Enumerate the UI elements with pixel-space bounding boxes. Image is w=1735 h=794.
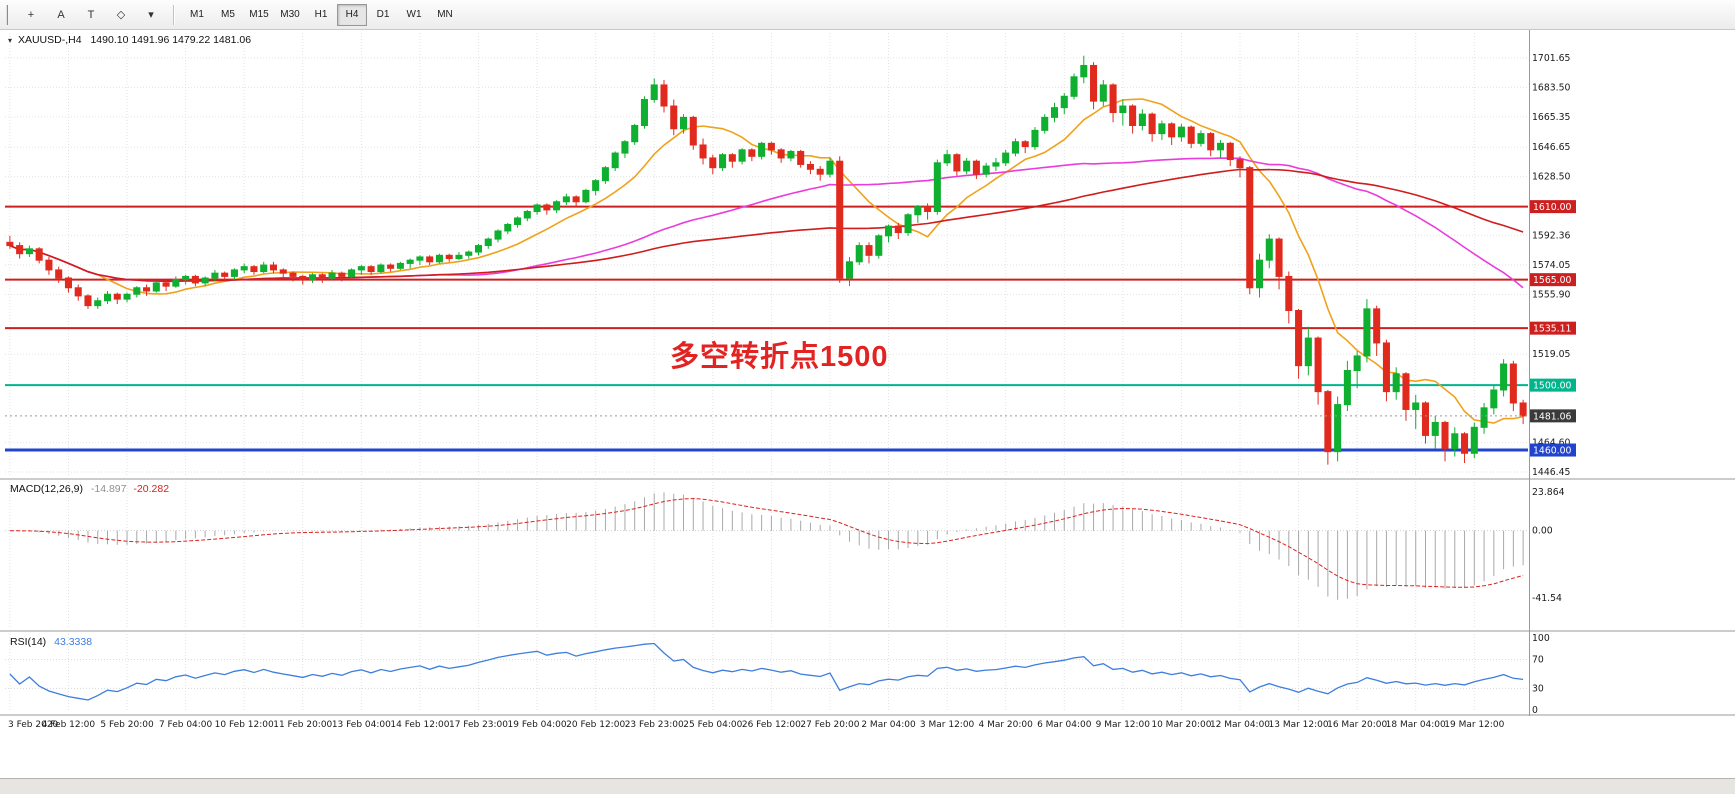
- toolbar-separator: [173, 4, 174, 25]
- svg-text:23.864: 23.864: [1532, 487, 1565, 498]
- macd-name: MACD(12,26,9): [10, 483, 83, 495]
- chart-symbol-label: ▾ XAUUSD-,H4 1490.10 1491.96 1479.22 148…: [8, 34, 251, 46]
- bottom-status-strip: [0, 778, 1735, 794]
- dropdown-triangle-icon[interactable]: ▾: [8, 36, 13, 45]
- svg-text:3 Mar 12:00: 3 Mar 12:00: [920, 720, 975, 730]
- svg-text:1683.50: 1683.50: [1532, 82, 1571, 93]
- svg-text:1701.65: 1701.65: [1532, 53, 1571, 64]
- svg-text:-41.54: -41.54: [1532, 593, 1562, 604]
- svg-text:4 Feb 12:00: 4 Feb 12:00: [42, 720, 96, 730]
- svg-text:23 Feb 23:00: 23 Feb 23:00: [625, 720, 684, 730]
- timeframe-m5-button[interactable]: M5: [221, 8, 235, 20]
- svg-text:1464.60: 1464.60: [1532, 438, 1571, 449]
- rsi-panel: [5, 642, 1528, 701]
- svg-text:1500.00: 1500.00: [1533, 381, 1572, 392]
- ma-fast-line: [9, 98, 1524, 424]
- ma-mid-line: [9, 157, 1524, 289]
- macd-signal-line: [9, 498, 1524, 588]
- svg-text:2 Mar 04:00: 2 Mar 04:00: [861, 720, 916, 730]
- timeframe-d1-button[interactable]: D1: [376, 8, 390, 20]
- candles: [6, 55, 1527, 465]
- ohlc-values: 1490.10 1491.96 1479.22 1481.06: [90, 34, 252, 46]
- svg-text:1628.50: 1628.50: [1532, 172, 1571, 183]
- svg-text:1565.00: 1565.00: [1533, 275, 1572, 286]
- price-badges: 1610.00 1565.00 1535.11 1500.00 1460.00 1481.…: [1530, 200, 1576, 457]
- drawing-tools-group: + A T ◇ ▾: [17, 4, 165, 26]
- svg-text:20 Feb 12:00: 20 Feb 12:00: [566, 720, 625, 730]
- timeframe-mn-button[interactable]: MN: [437, 8, 453, 20]
- svg-text:26 Feb 12:00: 26 Feb 12:00: [742, 720, 801, 730]
- rsi-name: RSI(14): [10, 636, 47, 648]
- svg-text:5 Feb 20:00: 5 Feb 20:00: [100, 720, 154, 730]
- svg-text:25 Feb 04:00: 25 Feb 04:00: [683, 720, 742, 730]
- svg-text:10 Mar 20:00: 10 Mar 20:00: [1151, 720, 1211, 730]
- toolbar-grip[interactable]: [6, 4, 11, 25]
- svg-text:1535.11: 1535.11: [1533, 324, 1572, 335]
- svg-text:11 Feb 20:00: 11 Feb 20:00: [273, 720, 332, 730]
- timeframe-h1-button[interactable]: H1: [314, 8, 328, 20]
- svg-text:4 Mar 20:00: 4 Mar 20:00: [979, 720, 1034, 730]
- svg-text:1519.05: 1519.05: [1532, 349, 1571, 360]
- chart-annotation-text[interactable]: 多空转折点1500: [670, 341, 889, 373]
- svg-text:0.00: 0.00: [1532, 526, 1553, 537]
- svg-text:70: 70: [1532, 655, 1544, 666]
- timeframe-m30-button[interactable]: M30: [280, 8, 300, 20]
- svg-text:0: 0: [1532, 705, 1538, 716]
- crosshair-button[interactable]: +: [27, 8, 35, 21]
- svg-text:1646.65: 1646.65: [1532, 142, 1571, 153]
- grid-lines: [5, 33, 1528, 712]
- svg-text:27 Feb 20:00: 27 Feb 20:00: [800, 720, 859, 730]
- draw-objects-button[interactable]: ◇: [116, 8, 126, 21]
- svg-text:13 Mar 12:00: 13 Mar 12:00: [1269, 720, 1329, 730]
- timeframe-m15-button[interactable]: M15: [249, 8, 269, 20]
- svg-text:19 Feb 04:00: 19 Feb 04:00: [508, 720, 567, 730]
- svg-text:17 Feb 23:00: 17 Feb 23:00: [449, 720, 508, 730]
- symbol-timeframe: XAUUSD-,H4: [17, 34, 82, 46]
- svg-text:1446.45: 1446.45: [1532, 467, 1571, 478]
- svg-text:13 Feb 04:00: 13 Feb 04:00: [332, 720, 391, 730]
- svg-text:1665.35: 1665.35: [1532, 112, 1571, 123]
- macd-indicator-label: MACD(12,26,9) -14.897 -20.282: [10, 483, 169, 495]
- price-axis: 1701.65 1683.50 1665.35 1646.65 1628.50 1592.…: [1532, 53, 1571, 716]
- svg-text:16 Mar 20:00: 16 Mar 20:00: [1327, 720, 1387, 730]
- svg-text:1592.36: 1592.36: [1532, 230, 1571, 241]
- svg-text:9 Mar 12:00: 9 Mar 12:00: [1096, 720, 1151, 730]
- macd-main-value: -14.897: [90, 483, 127, 495]
- timeframe-h4-button[interactable]: H4: [337, 3, 367, 26]
- ma-slow-line: [9, 168, 1524, 283]
- text-annotation-button[interactable]: A: [57, 8, 65, 21]
- timeframe-toolbar: M1 M5 M15 M30 H1 H4 D1 W1 MN: [182, 3, 460, 26]
- svg-text:19 Mar 12:00: 19 Mar 12:00: [1444, 720, 1504, 730]
- svg-text:1460.00: 1460.00: [1533, 446, 1572, 457]
- toolbar: + A T ◇ ▾ M1 M5 M15 M30 H1 H4 D1 W1 MN: [0, 0, 1735, 30]
- svg-text:10 Feb 12:00: 10 Feb 12:00: [215, 720, 274, 730]
- rsi-indicator-label: RSI(14) 43.3338: [10, 636, 92, 648]
- svg-text:1574.05: 1574.05: [1532, 260, 1571, 271]
- svg-text:3 Feb 2020: 3 Feb 2020: [8, 720, 59, 730]
- svg-text:30: 30: [1532, 683, 1544, 694]
- price-level-lines: [5, 205, 1528, 452]
- svg-text:18 Mar 04:00: 18 Mar 04:00: [1386, 720, 1446, 730]
- timeframe-w1-button[interactable]: W1: [406, 8, 422, 20]
- svg-text:1610.00: 1610.00: [1533, 202, 1572, 213]
- svg-text:100: 100: [1532, 633, 1550, 644]
- svg-text:7 Feb 04:00: 7 Feb 04:00: [159, 720, 213, 730]
- rsi-value: 43.3338: [54, 636, 93, 648]
- text-label-button[interactable]: T: [87, 8, 95, 21]
- svg-text:12 Mar 04:00: 12 Mar 04:00: [1210, 720, 1270, 730]
- macd-signal-value: -20.282: [133, 483, 170, 495]
- objects-dropdown-button[interactable]: ▾: [148, 8, 154, 21]
- macd-panel: [5, 492, 1528, 600]
- timeframe-m1-button[interactable]: M1: [190, 8, 204, 20]
- svg-text:1555.90: 1555.90: [1532, 289, 1571, 300]
- svg-text:6 Mar 04:00: 6 Mar 04:00: [1037, 720, 1092, 730]
- rsi-line: [9, 642, 1524, 701]
- svg-text:14 Feb 12:00: 14 Feb 12:00: [390, 720, 449, 730]
- svg-text:1481.06: 1481.06: [1533, 411, 1572, 422]
